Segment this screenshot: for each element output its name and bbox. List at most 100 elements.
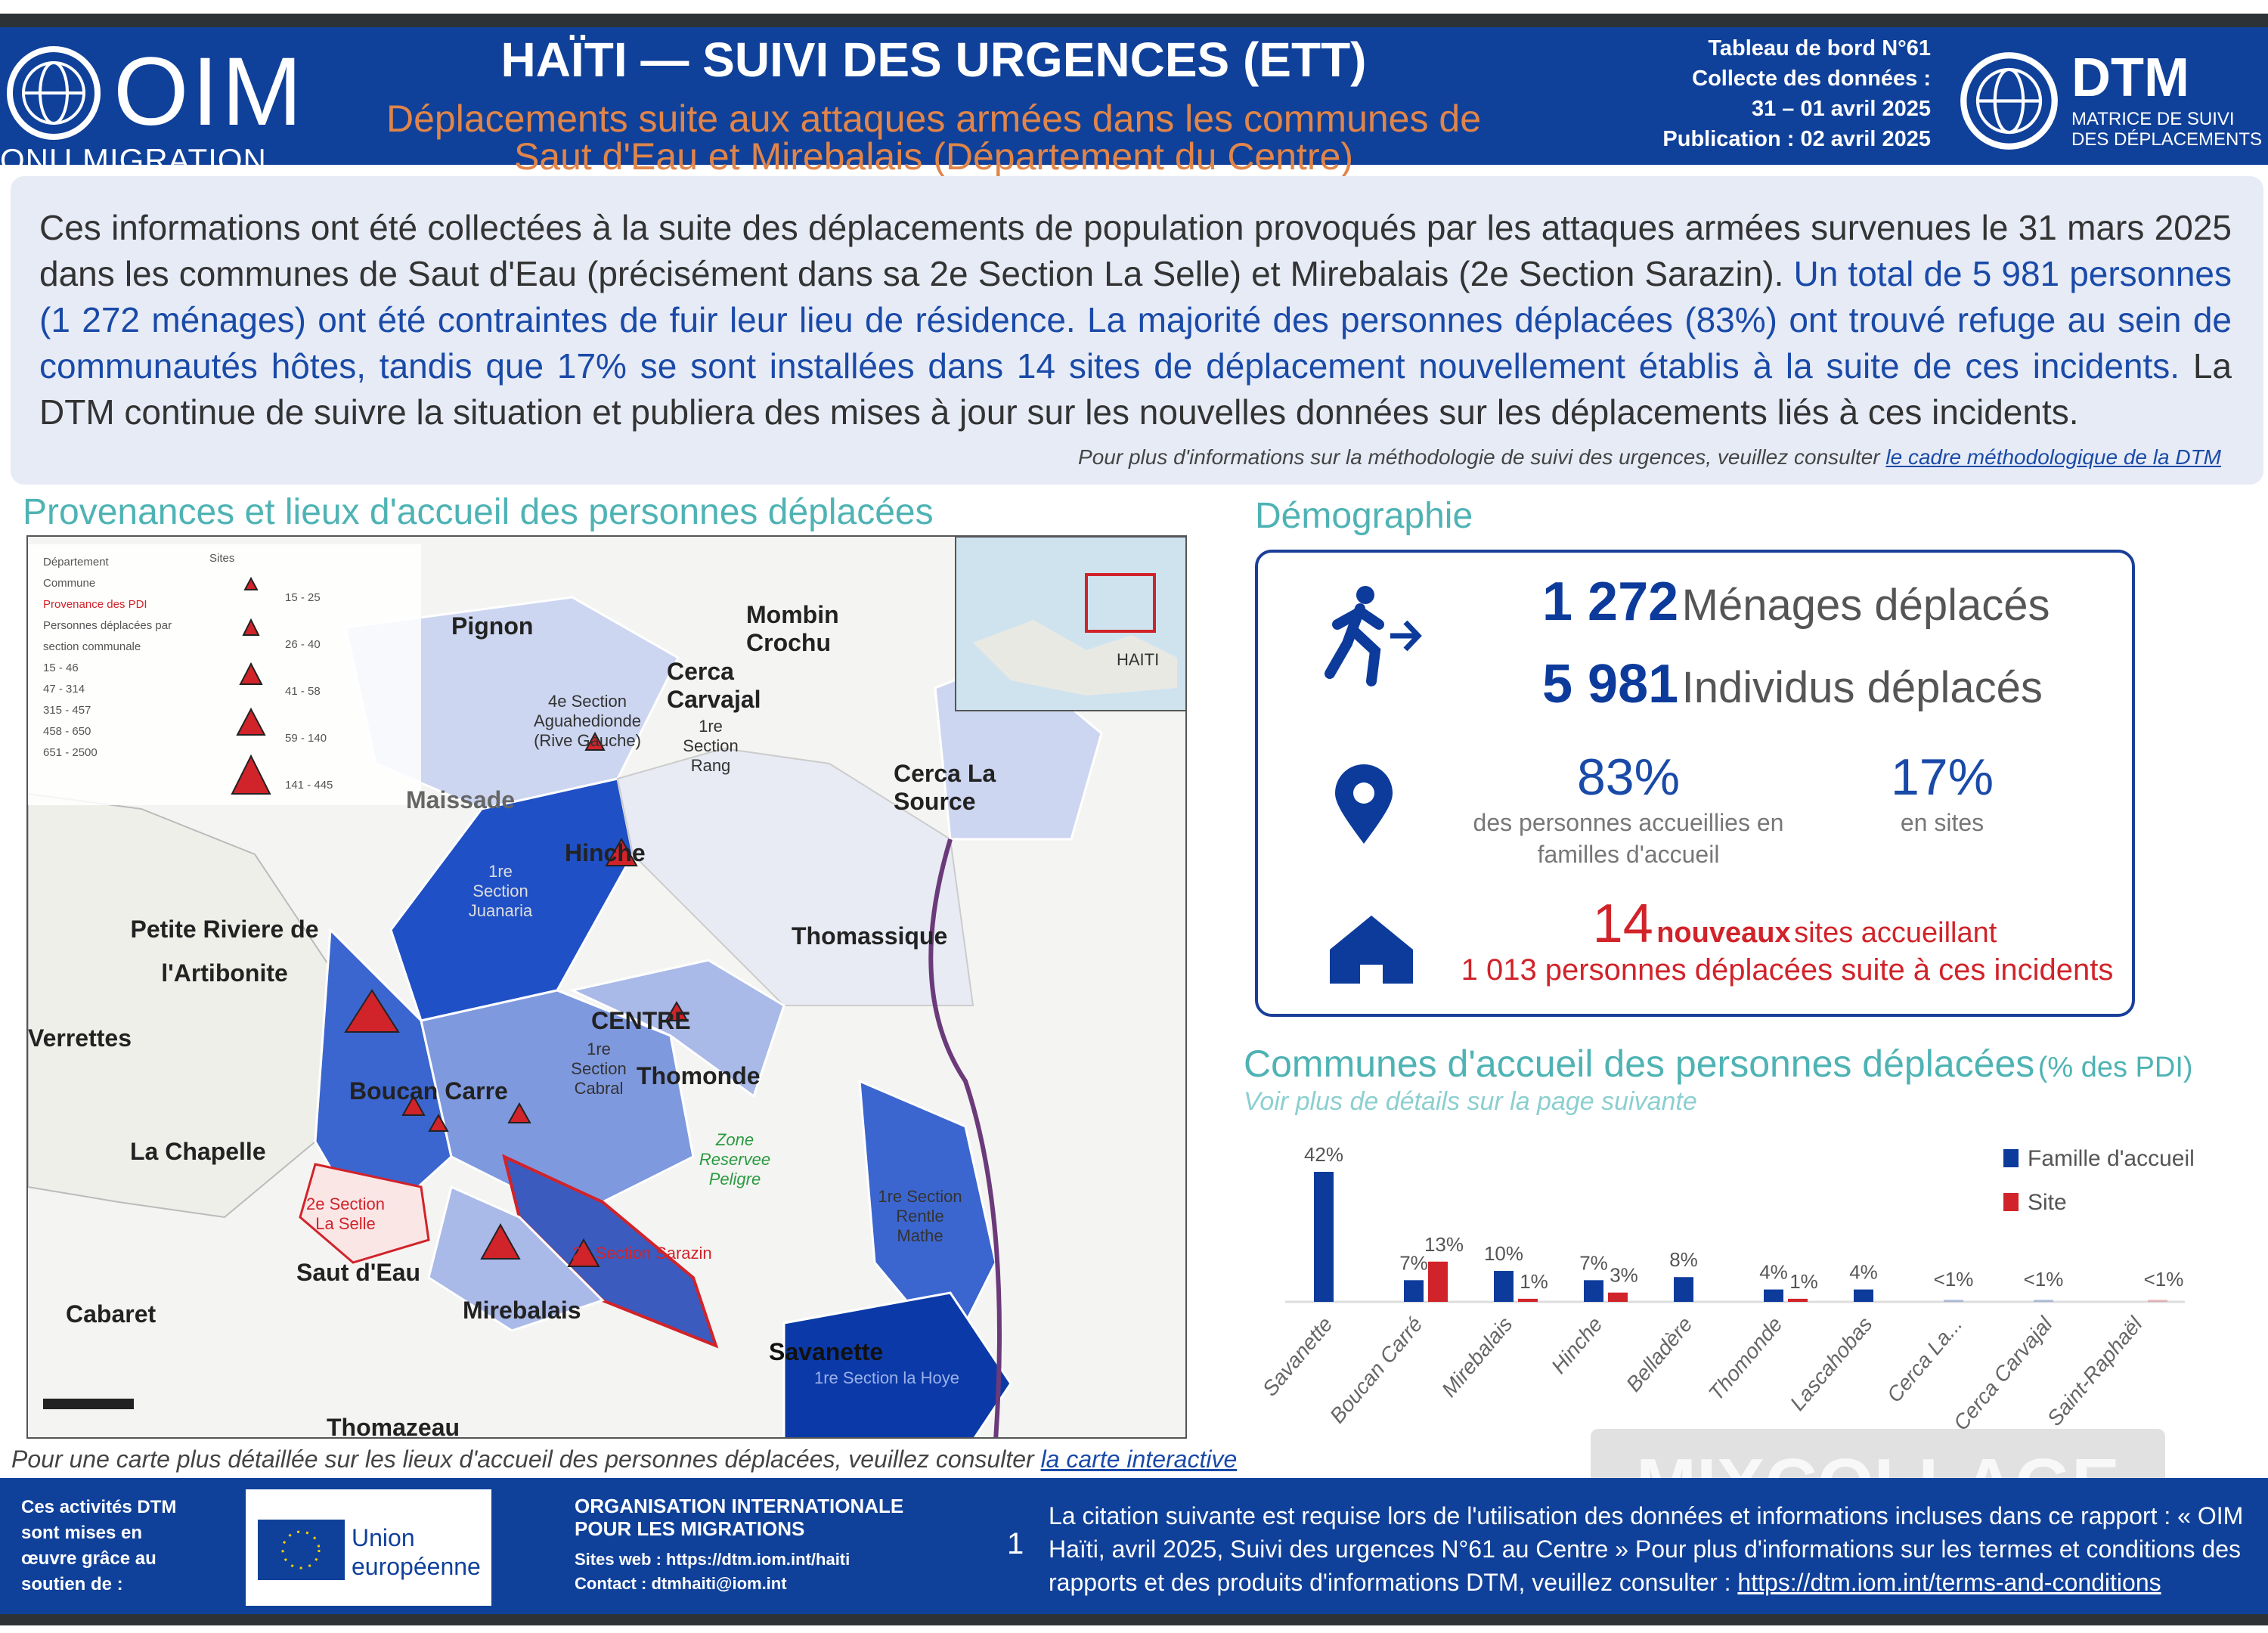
households-label: Ménages déplacés [1681, 581, 2050, 630]
legend-class: 651 - 2500 [43, 746, 98, 759]
place-label: Petite Riviere de l'Artibonite [130, 916, 319, 987]
map[interactable]: HAITI Département Commune Provenance des… [26, 535, 1187, 1439]
bar-site [1428, 1261, 1448, 1302]
new-sites-label: sites accueillant [1794, 917, 1997, 949]
place-label: 1re Section Juanaria [468, 862, 533, 920]
category-label: Belladère [1622, 1312, 1697, 1396]
site-marker [401, 1094, 426, 1116]
place-label: Thomassique [792, 922, 948, 950]
legend-class: 315 - 457 [43, 704, 91, 717]
page-title: HAÏTI — SUIVI DES URGENCES (ETT) [500, 33, 1367, 87]
legend-label: Site [2028, 1190, 2067, 1215]
inset-focus-box [1085, 573, 1156, 633]
region-savanette [782, 1291, 1012, 1437]
site-marker [507, 1102, 531, 1123]
oim-globe-icon [7, 46, 101, 140]
bar-value-label: <1% [1934, 1268, 1974, 1291]
sites-caption: en sites [1900, 809, 1984, 836]
bar-host [1854, 1289, 1873, 1302]
bar-value-label: 7% [1579, 1251, 1608, 1274]
place-label: 1re Section la Hoye [814, 1368, 959, 1387]
contact-label: Contact : [575, 1574, 647, 1593]
support-line: sont mises en [21, 1523, 143, 1543]
eu-logo: Union européenne [246, 1489, 491, 1606]
place-label: Saut d'Eau [296, 1259, 421, 1286]
window-bottom-bar [0, 1614, 2268, 1625]
individuals-label: Individus déplacés [1681, 663, 2043, 712]
legend-sites-label: Sites [209, 552, 235, 565]
header: OIM ONU MIGRATION HAÏTI — SUIVI DES URGE… [0, 27, 2268, 178]
bar-site [2148, 1300, 2167, 1302]
site-marker [665, 1001, 689, 1021]
legend-item: Département [43, 556, 109, 569]
citation: La citation suivante est requise lors de… [1049, 1499, 2268, 1599]
place-label: Zone Reservee Peligre [699, 1130, 771, 1188]
running-person-icon [1325, 586, 1422, 686]
individuals-stat: 5 981 Individus déplacés [1542, 653, 2043, 715]
dtm-logo-text: DTM [2071, 48, 2189, 108]
sites-pct: 17% [1890, 748, 1994, 806]
site-marker [584, 731, 606, 751]
households-stat: 1 272 Ménages déplacés [1542, 571, 2050, 633]
page-subtitle-line1: Déplacements suite aux attaques armées d… [386, 98, 1481, 140]
region-rentle-mathe [858, 1079, 997, 1356]
contact-email[interactable]: dtmhaiti@iom.int [651, 1574, 787, 1593]
bar-host [1944, 1300, 1963, 1302]
bar-value-label: 8% [1669, 1248, 1698, 1271]
bar-value-label: 13% [1424, 1233, 1464, 1256]
demographics-box: 1 272 Ménages déplacés 5 981 Individus d… [1255, 550, 2135, 1017]
place-label: Pignon [451, 612, 534, 640]
legend-site-class: 41 - 58 [285, 685, 321, 698]
terms-link[interactable]: https://dtm.iom.int/terms-and-conditions [1737, 1569, 2161, 1596]
category-label: Boucan Carré [1325, 1312, 1427, 1427]
dtm-sub-line1: MATRICE DE SUIVI [2071, 109, 2235, 129]
region-hinche [616, 747, 974, 1006]
demographics-title: Démographie [1255, 496, 1473, 536]
note-text: Pour plus d'informations sur la méthodol… [1078, 445, 1880, 469]
border-line [928, 838, 1002, 1437]
bar-value-label: 42% [1304, 1143, 1343, 1166]
oim-logo-subtitle: ONU MIGRATION [0, 142, 267, 178]
page-number: 1 [1007, 1527, 1024, 1560]
category-label: Savanette [1258, 1312, 1337, 1401]
window-top-bar [0, 14, 2268, 27]
info-text-intro: Ces informations ont été collectées à la… [39, 208, 2232, 293]
bar-host [1404, 1280, 1424, 1302]
eu-label2: européenne [352, 1553, 481, 1580]
households-number: 1 272 [1542, 572, 1679, 632]
info-text-end: La DTM continue de suivre la situation e… [39, 346, 2232, 432]
collect-dates: 31 – 01 avril 2025 [1751, 97, 1931, 121]
place-label: Cerca La Source [894, 760, 996, 815]
place-label: Verrettes [28, 1024, 132, 1052]
chart-title-suffix: (% des PDI) [2037, 1052, 2193, 1083]
category-label: Saint-Raphaël [2043, 1312, 2147, 1430]
place-label: Savanette [769, 1338, 884, 1365]
map-shapes [28, 537, 1185, 1437]
legend-class: 15 - 46 [43, 662, 79, 674]
dashboard-number: Tableau de bord N°61 [1708, 36, 1931, 60]
support-line: soutien de : [21, 1574, 123, 1594]
citation-line3: rapports et des produits d'informations … [1049, 1569, 1731, 1596]
category-label: Hinche [1547, 1312, 1607, 1378]
category-label: Cerca Carvajal [1949, 1312, 2057, 1434]
interactive-map-link[interactable]: la carte interactive [1040, 1446, 1238, 1473]
chart-title: Communes d'accueil des personnes déplacé… [1244, 1042, 2193, 1086]
place-label: Hinche [565, 839, 646, 866]
bar-host [1584, 1280, 1603, 1302]
legend-site-class: 15 - 25 [285, 591, 321, 604]
bar-host [1764, 1289, 1783, 1302]
bar-value-label: 3% [1610, 1264, 1638, 1287]
site-marker [480, 1222, 521, 1260]
place-label: La Chapelle [130, 1138, 266, 1165]
location-pin-icon [1335, 764, 1393, 844]
org-line2: POUR LES MIGRATIONS [575, 1517, 805, 1540]
host-caption-line2: familles d'accueil [1537, 841, 1720, 868]
bar-site [1788, 1298, 1808, 1302]
place-label: 1re Section Cabral [571, 1040, 627, 1098]
map-section-title: Provenances et lieux d'accueil des perso… [23, 492, 934, 532]
legend-site-class: 59 - 140 [285, 732, 327, 745]
methodology-link[interactable]: le cadre méthodologique de la DTM [1885, 445, 2221, 469]
site-url[interactable]: https://dtm.iom.int/haiti [666, 1550, 850, 1569]
inset-haiti [973, 620, 1177, 696]
